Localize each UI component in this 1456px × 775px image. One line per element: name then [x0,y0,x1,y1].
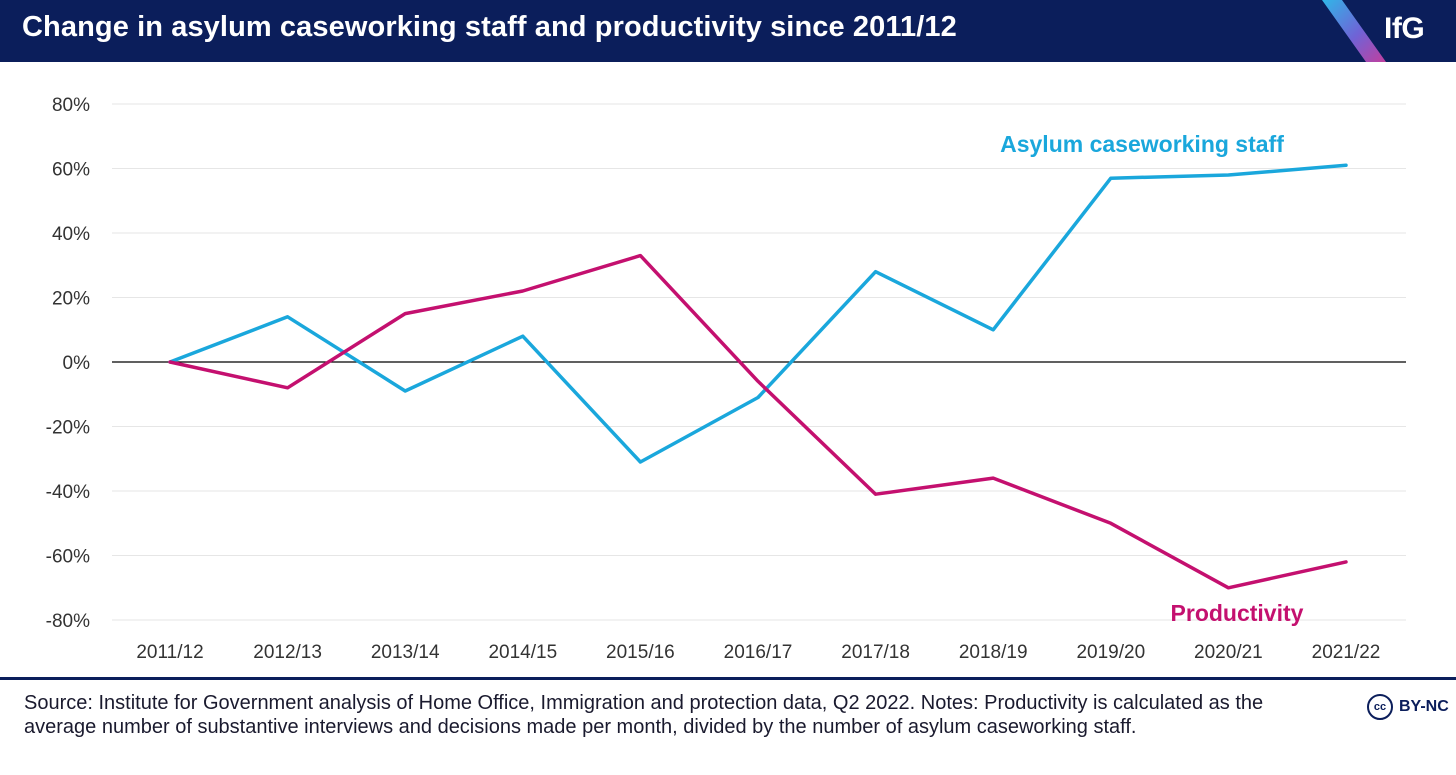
x-tick-label: 2016/17 [724,642,793,663]
productivity-series-label: Productivity [1171,600,1304,626]
y-tick-label: -20% [46,418,90,439]
y-tick-label: -60% [46,547,90,568]
x-tick-label: 2019/20 [1076,642,1145,663]
license-badge: cc BY-NC [1367,692,1449,722]
x-axis-ticks: 2011/12 2012/13 2013/14 2014/15 2015/16 2016/… [136,642,1380,663]
x-tick-label: 2018/19 [959,642,1028,663]
y-tick-label: -80% [46,611,90,632]
staff-series-label: Asylum caseworking staff [1000,131,1284,157]
chart-title: Change in asylum caseworking staff and p… [22,11,957,43]
y-tick-label: 40% [52,224,90,245]
y-tick-label: -40% [46,482,90,503]
line-chart: 80%60%40%20%0%-20%-40%-60%-80% 2011/12 20… [46,95,1406,663]
footer-divider [0,677,1456,680]
chart-header: Change in asylum caseworking staff and p… [0,0,1456,62]
series-labels: Asylum caseworking staff Productivity [1000,131,1304,626]
x-tick-label: 2011/12 [136,642,203,663]
x-tick-label: 2013/14 [371,642,440,663]
x-tick-label: 2012/13 [253,642,322,663]
source-note: Source: Institute for Government analysi… [24,692,1264,738]
y-tick-label: 20% [52,289,90,310]
x-tick-label: 2020/21 [1194,642,1263,663]
ifg-logo: IfG [1384,12,1425,45]
logo-stripe-icon [1322,0,1386,62]
x-tick-label: 2021/22 [1312,642,1381,663]
chart-gridlines [112,103,1406,621]
creative-commons-icon: cc [1367,694,1393,720]
x-tick-label: 2015/16 [606,642,675,663]
license-text: BY-NC [1399,698,1449,715]
y-tick-label: 80% [52,95,90,116]
staff-series-line [168,163,1348,464]
chart-series [168,163,1348,590]
x-tick-label: 2017/18 [841,642,910,663]
y-tick-label: 60% [52,160,90,181]
y-tick-label: 0% [63,353,91,374]
productivity-series-line [168,253,1348,590]
x-tick-label: 2014/15 [488,642,557,663]
y-axis-ticks: 80% 60% 40% 20% 0% -20% -40% -60% -80% [46,95,90,632]
